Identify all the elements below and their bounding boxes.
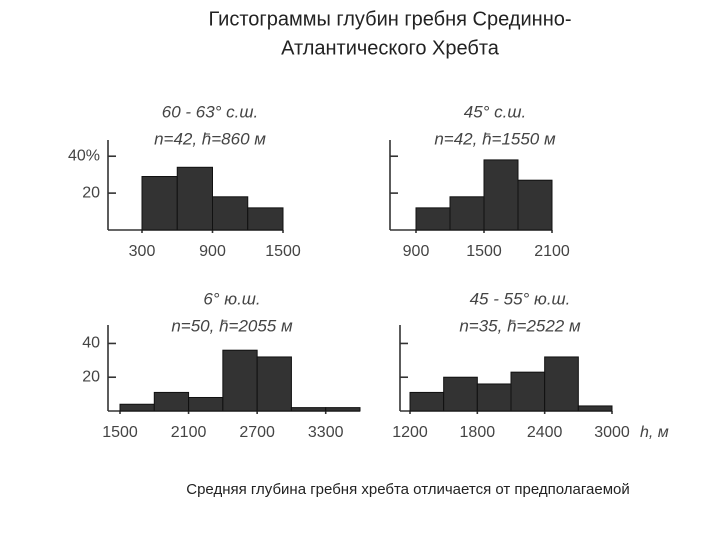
bar (141, 176, 178, 231)
x-tick-label: 300 (129, 243, 156, 260)
bar (119, 403, 155, 412)
bar (188, 396, 224, 412)
bar (325, 407, 361, 412)
y-tick-label: 40 (82, 335, 100, 352)
x-tick-label: 1500 (265, 243, 301, 260)
x-tick-label: 1800 (460, 424, 496, 441)
bar (476, 383, 512, 412)
bar (176, 166, 213, 231)
bar (256, 356, 292, 412)
bar (247, 207, 284, 231)
x-tick-label: 2700 (239, 424, 275, 441)
subtitle: 45 - 55° ю.ш. (470, 289, 571, 308)
x-tick-label: 2100 (534, 243, 570, 260)
bar (483, 159, 519, 231)
bar (153, 391, 190, 412)
x-tick-label: 2100 (171, 424, 207, 441)
caption: Средняя глубина гребня хребта отличается… (186, 481, 629, 498)
bar (222, 349, 258, 412)
bar (449, 196, 485, 231)
bar (212, 196, 249, 231)
subtitle: 6° ю.ш. (203, 289, 260, 308)
subtitle: 60 - 63° с.ш. (162, 102, 259, 121)
bar (443, 376, 478, 412)
y-tick-label: 20 (82, 368, 100, 385)
bar (544, 356, 579, 412)
title: Атлантического Хребта (281, 37, 500, 59)
bar (577, 405, 613, 412)
x-tick-label: 1500 (466, 243, 502, 260)
title: Гистограммы глубин гребня Срединно- (208, 8, 571, 30)
x-tick-label: 3300 (308, 424, 344, 441)
y-tick-label: 40% (68, 147, 100, 164)
subtitle: n=42, h̄=860 м (154, 129, 266, 148)
subtitle: 45° с.ш. (464, 102, 527, 121)
x-tick-label: 3000 (594, 424, 630, 441)
subtitle: n=50, h̄=2055 м (171, 316, 293, 335)
x-tick-label: 1200 (392, 424, 428, 441)
bar (510, 371, 546, 412)
x-tick-label: 900 (403, 243, 430, 260)
bar (409, 391, 445, 412)
bar (517, 179, 553, 231)
subtitle: n=35, h̄=2522 м (459, 316, 581, 335)
x-tick-label: 1500 (102, 424, 138, 441)
bar (415, 207, 451, 231)
x-axis-label: h, м (640, 424, 669, 441)
x-tick-label: 900 (199, 243, 226, 260)
x-tick-label: 2400 (527, 424, 563, 441)
y-tick-label: 20 (82, 184, 100, 201)
subtitle: n=42, h̄=1550 м (434, 129, 556, 148)
bar (290, 407, 327, 412)
